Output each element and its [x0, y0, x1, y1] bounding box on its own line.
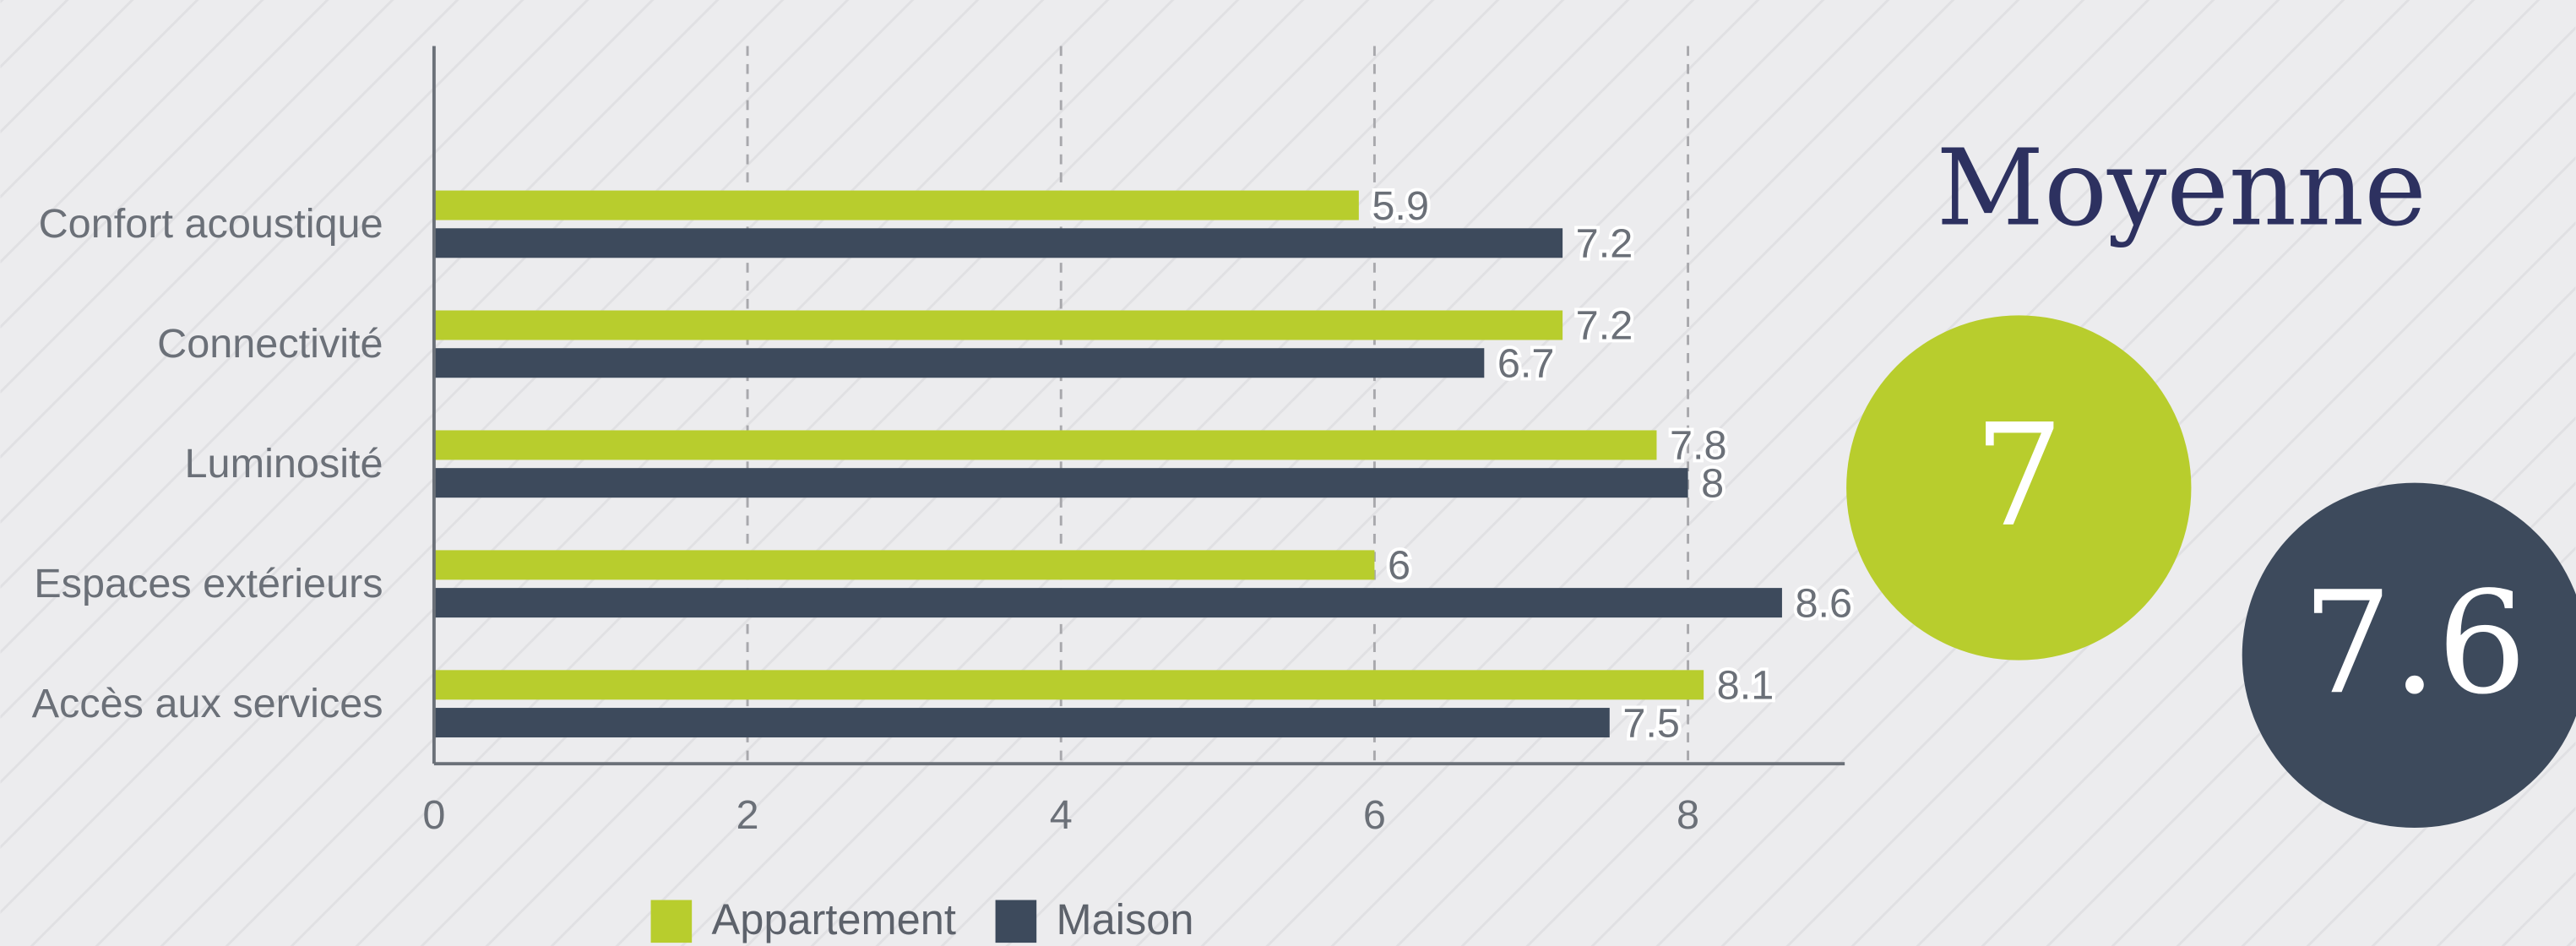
- value-label: 5.9: [1372, 183, 1429, 229]
- average-value: 7.6: [2302, 562, 2527, 726]
- bar: [433, 310, 1563, 340]
- bar: [433, 550, 1375, 580]
- legend-label: Appartement: [712, 895, 956, 943]
- value-label: 7.2: [1576, 221, 1633, 267]
- bar: [433, 228, 1563, 258]
- x-tick-label: 2: [736, 792, 759, 838]
- category-label: Connectivité: [157, 321, 383, 367]
- legend-swatch: [995, 900, 1037, 943]
- value-label: 7.2: [1576, 303, 1633, 349]
- average-circle: [1846, 315, 2192, 661]
- value-label: 8.6: [1795, 580, 1852, 626]
- x-tick-label: 8: [1677, 792, 1699, 838]
- legend-label: Maison: [1057, 895, 1194, 943]
- value-label: 7.8: [1670, 423, 1727, 469]
- value-label: 6.7: [1497, 340, 1555, 386]
- x-tick-label: 4: [1050, 792, 1073, 838]
- bar: [433, 190, 1359, 220]
- average-value: 7: [1974, 394, 2063, 558]
- category-label: Luminosité: [185, 441, 383, 487]
- x-tick-label: 6: [1363, 792, 1386, 838]
- bar: [433, 588, 1782, 618]
- bar: [433, 430, 1657, 460]
- value-label: 8.1: [1717, 663, 1774, 709]
- bar: [433, 708, 1610, 738]
- legend-swatch: [650, 900, 693, 943]
- x-tick-label: 0: [422, 792, 445, 838]
- value-label: 7.5: [1622, 700, 1680, 746]
- averages-title: Moyenne: [1937, 128, 2427, 250]
- average-circle: [2242, 482, 2576, 828]
- category-label: Confort acoustique: [39, 201, 383, 247]
- bar: [433, 670, 1704, 700]
- category-label: Espaces extérieurs: [34, 561, 383, 606]
- value-label: 8: [1701, 460, 1724, 506]
- category-label: Accès aux services: [32, 681, 383, 726]
- value-label: 6: [1388, 543, 1410, 589]
- bar: [433, 348, 1485, 378]
- bar: [433, 468, 1688, 498]
